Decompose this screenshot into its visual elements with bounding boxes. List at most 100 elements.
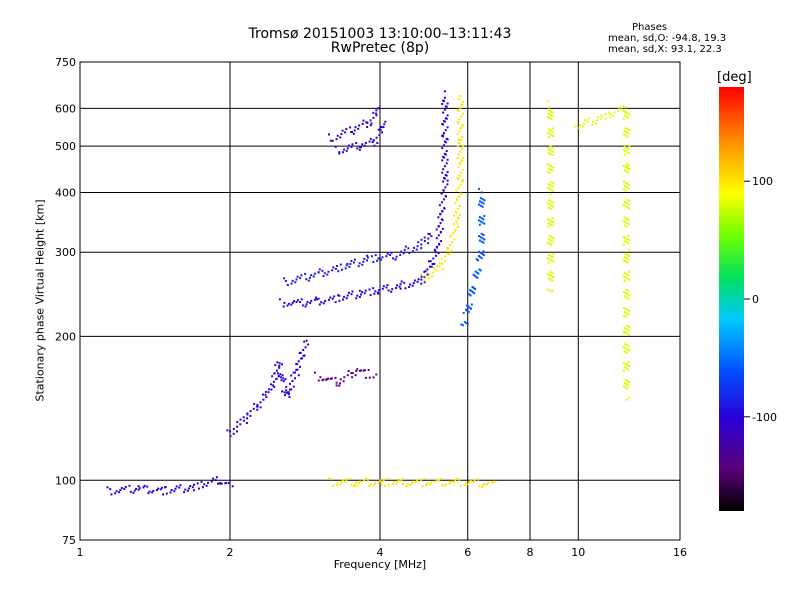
data-point [546,241,549,244]
data-point [280,379,283,382]
data-point [438,265,441,268]
grid-lines [80,62,680,540]
data-point [623,240,626,243]
data-point [270,388,273,391]
data-point [152,489,155,492]
data-point [452,223,455,226]
data-point [352,132,355,135]
data-point [331,297,334,300]
data-point [391,483,394,486]
data-point [314,371,316,374]
data-point [362,369,365,372]
data-point [416,479,418,482]
data-point [618,106,621,109]
data-point [458,162,461,165]
data-point [363,144,366,147]
data-point [470,303,473,306]
data-point [229,430,231,433]
data-point [446,179,449,182]
data-point [440,257,443,260]
data-point [454,210,457,213]
data-point [441,210,444,212]
data-point [347,370,350,373]
data-point [362,119,365,122]
data-point [365,376,367,379]
data-point [546,163,549,166]
data-point [492,481,494,484]
data-point [420,247,423,250]
data-point [272,380,275,383]
data-point [404,245,407,248]
data-point [198,487,200,490]
data-point [622,220,625,222]
data-point [478,239,481,242]
data-point [341,268,343,271]
data-point [475,275,478,278]
data-point [441,147,444,150]
data-point [449,250,452,253]
data-point [420,282,423,285]
data-point [627,329,630,332]
data-point [357,265,360,268]
data-point [628,129,631,131]
data-point [622,133,625,136]
x-tick-label: 10 [571,546,585,559]
data-point [381,480,384,483]
data-point [419,478,422,481]
data-point [267,391,270,394]
data-point [205,484,208,487]
data-point [627,290,630,292]
data-point [578,127,581,130]
data-point [627,345,630,348]
data-point [281,374,284,377]
data-point [442,198,445,201]
data-point [628,278,631,281]
data-point [354,258,356,261]
data-point [628,239,631,242]
data-point [623,153,626,156]
data-point [184,488,187,491]
data-point [148,490,151,493]
data-point [459,150,462,153]
data-point [460,323,463,326]
data-point [296,368,299,371]
data-point [283,391,286,394]
data-point [625,225,628,228]
data-point [478,268,481,271]
data-point [627,163,630,166]
data-point [358,289,361,292]
data-point [581,125,584,128]
data-point [480,232,483,235]
data-point [461,124,464,127]
data-point [395,255,398,258]
data-point [448,244,451,247]
data-point [110,493,113,496]
data-point [399,287,402,290]
data-point [628,152,631,155]
data-point [628,365,631,368]
data-point [386,284,389,286]
data-point [358,148,361,151]
data-point [479,197,482,200]
data-point [437,252,440,255]
data-point [546,170,549,173]
data-point [344,267,347,270]
data-point [354,126,357,129]
data-point [363,369,366,372]
data-point [550,259,553,262]
data-point [288,393,290,396]
data-point [549,113,552,116]
data-point [624,205,627,208]
data-point [468,293,471,296]
data-point [307,343,310,346]
data-point [302,349,305,351]
data-point [380,484,383,487]
data-point [548,258,551,261]
data-point [447,247,449,250]
data-point [437,216,440,219]
data-point [331,139,334,142]
data-point [443,132,445,135]
data-point [627,258,630,261]
data-point [626,198,629,201]
data-point [309,276,311,279]
